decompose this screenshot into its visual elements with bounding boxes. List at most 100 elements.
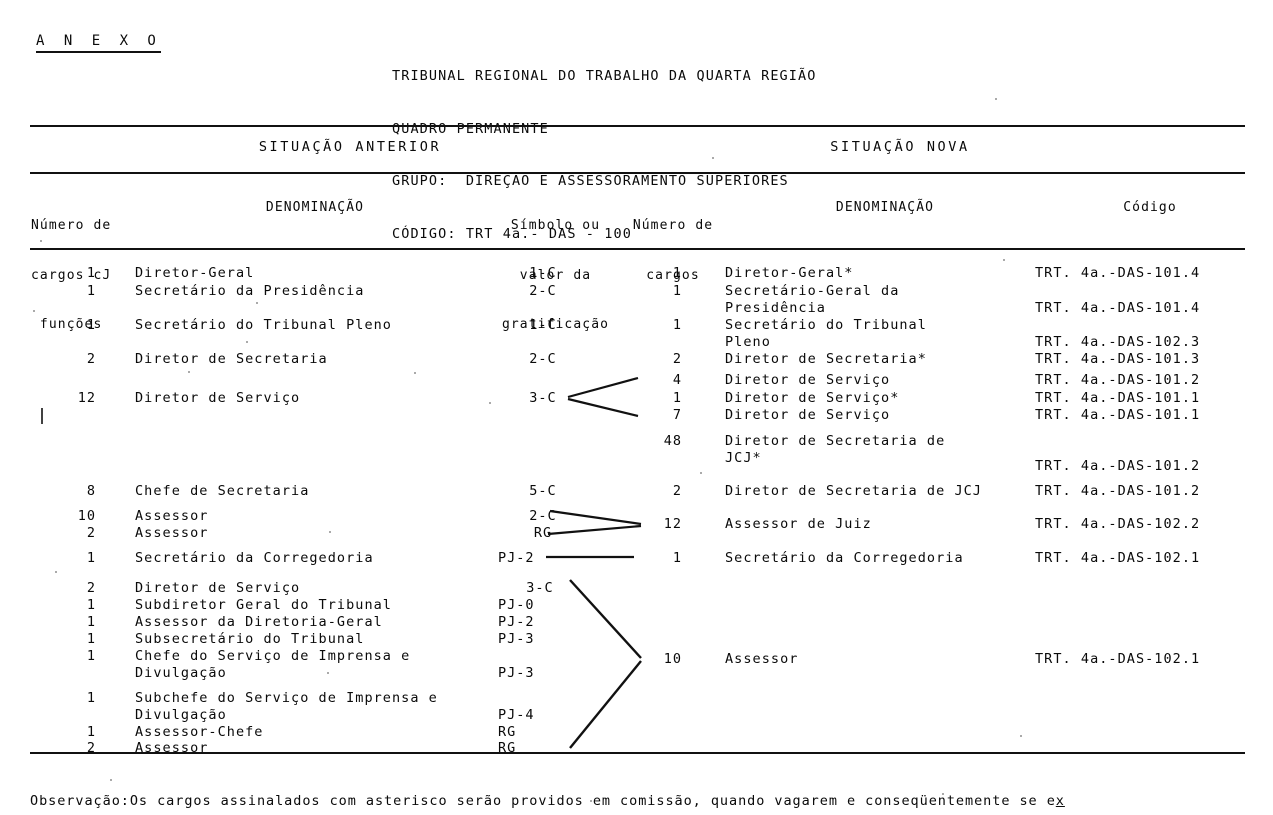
table-row-new-name: Diretor de Serviço [725, 372, 891, 388]
table-row-new-name: Secretário-Geral da [725, 283, 900, 299]
table-row-code: TRT. 4a.-DAS-102.2 [1035, 516, 1201, 532]
table-row-symbol: PJ-0 [498, 597, 535, 613]
table-row-new-count: 4 [672, 372, 682, 388]
rule-top [30, 125, 1245, 127]
scan-speck [1003, 259, 1005, 261]
table-row-old-name: Subchefe do Serviço de Imprensa e [135, 690, 438, 706]
table-row-old-count: 1 [86, 648, 96, 664]
scan-speck [55, 571, 57, 573]
document-title-block: TRIBUNAL REGIONAL DO TRABALHO DA QUARTA … [392, 33, 816, 278]
table-row-old-count: 1 [86, 283, 96, 299]
title-line-3: GRUPO: DIREÇÃO E ASSESSORAMENTO SUPERIOR… [392, 173, 789, 189]
table-row-new-name: Secretário da Corregedoria [725, 550, 964, 566]
colhead-new-count-line2: cargos [646, 267, 700, 283]
scan-speck [188, 371, 190, 373]
table-row-old-count: 1 [86, 724, 96, 740]
table-row-new-name: Diretor-Geral* [725, 265, 854, 281]
colhead-old-count-line3: funções [31, 317, 103, 332]
table-row-code: TRT. 4a.-DAS-101.2 [1035, 483, 1201, 499]
table-row-symbol: RG [498, 740, 517, 756]
table-row-new-count: 1 [672, 265, 682, 281]
rule-bottom [30, 752, 1245, 754]
table-row-old-name: Chefe de Secretaria [135, 483, 310, 499]
table-row-old-name: Chefe do Serviço de Imprensa e [135, 648, 411, 664]
table-row-old-count: 2 [86, 580, 96, 596]
table-row-old-count: 2 [86, 525, 96, 541]
table-row-code: TRT. 4a.-DAS-101.2 [1035, 458, 1201, 474]
table-row-old-count: 1 [86, 317, 96, 333]
table-row-new-count: 12 [663, 516, 682, 532]
table-row-code: TRT. 4a.-DAS-101.3 [1035, 351, 1201, 367]
table-row-new-count: 2 [672, 351, 682, 367]
scan-speck [1020, 735, 1022, 737]
table-row-symbol: 3-C [526, 580, 554, 596]
table-row-symbol: RG [498, 724, 517, 740]
scan-speck [329, 531, 331, 533]
table-row-new-name-cont: Pleno [725, 334, 771, 350]
connector-assessor-group-merge [569, 660, 642, 749]
colhead-simbolo-line1: Símbolo ou [510, 218, 601, 233]
colhead-old-count: Número de cargos cJ funções [31, 185, 151, 367]
table-row-code: TRT. 4a.-DAS-101.1 [1035, 407, 1201, 423]
table-row-code: TRT. 4a.-DAS-101.2 [1035, 372, 1201, 388]
table-row-new-count: 48 [663, 433, 682, 449]
table-row-symbol: PJ-3 [498, 665, 535, 681]
table-row-symbol: 3-C [529, 390, 557, 406]
table-row-new-count: 7 [672, 407, 682, 423]
table-row-code: TRT. 4a.-DAS-102.1 [1035, 651, 1201, 667]
table-row-symbol: RG [533, 525, 553, 541]
colhead-new-count: Número de cargos [618, 185, 728, 317]
table-row-old-name: Diretor-Geral [135, 265, 255, 281]
table-row-new-name: Diretor de Serviço* [725, 390, 900, 406]
banner-situacao-anterior: SITUAÇÃO ANTERIOR [258, 139, 442, 155]
table-row-old-count: 1 [86, 265, 96, 281]
scan-speck [256, 302, 258, 304]
table-row-symbol: 1-C [529, 317, 557, 333]
table-row-new-name: Diretor de Serviço [725, 407, 891, 423]
table-row-old-name: Diretor de Secretaria [135, 351, 328, 367]
table-row-new-count: 10 [663, 651, 682, 667]
connector-assessor-group-merge [569, 579, 642, 659]
colhead-codigo: Código [1123, 200, 1177, 215]
table-row-new-count: 1 [672, 317, 682, 333]
table-row-old-count: 8 [86, 483, 96, 499]
table-row-old-name: Secretário da Presidência [135, 283, 365, 299]
table-row-old-name: Assessor [135, 740, 209, 756]
scan-speck [489, 402, 491, 404]
colhead-new-count-line1: Número de [632, 218, 714, 233]
table-row-old-count: 2 [86, 740, 96, 756]
observation-hyphen-break: x [1055, 793, 1065, 809]
scan-speck [33, 310, 35, 312]
scan-speck [110, 779, 112, 781]
scan-speck [40, 240, 42, 242]
table-row-old-count: 10 [77, 508, 96, 524]
table-row-old-name: Diretor de Serviço [135, 390, 301, 406]
table-row-old-name-cont: Divulgação [135, 707, 227, 723]
table-row-new-count: 1 [672, 390, 682, 406]
table-row-code: TRT. 4a.-DAS-101.4 [1035, 265, 1201, 281]
colhead-simbolo: Símbolo ou valor da gratificação [488, 185, 623, 367]
table-row-new-name: Assessor de Juiz [725, 516, 872, 532]
table-row-old-count: 1 [86, 690, 96, 706]
title-line-4: CÓDIGO: TRT 4a.- DAS - 100 [392, 225, 632, 242]
table-row-symbol: PJ-3 [498, 631, 535, 647]
table-row-symbol: PJ-2 [498, 614, 535, 630]
table-row-old-name: Secretário da Corregedoria [135, 550, 374, 566]
table-row-old-name: Assessor da Diretoria-Geral [135, 614, 383, 630]
colhead-new-denominacao: DENOMINAÇÃO [835, 200, 935, 215]
table-row-symbol: 5-C [529, 483, 557, 499]
title-line-1: TRIBUNAL REGIONAL DO TRABALHO DA QUARTA … [392, 68, 817, 84]
table-row-old-count: 1 [86, 550, 96, 566]
table-row-new-name-cont: Presidência [725, 300, 826, 316]
table-row-code: TRT. 4a.-DAS-101.4 [1035, 300, 1201, 316]
colhead-old-count-line1: Número de [31, 218, 112, 233]
scan-speck [995, 98, 997, 100]
table-row-new-name: Diretor de Secretaria de [725, 433, 946, 449]
table-row-new-name: Diretor de Secretaria de JCJ [725, 483, 982, 499]
anexo-heading: A N E X O [36, 33, 162, 53]
table-row-symbol: 2-C [529, 508, 557, 524]
table-row-old-count: 1 [86, 614, 96, 630]
colhead-simbolo-line3: gratificação [501, 317, 610, 332]
table-row-code: TRT. 4a.-DAS-102.1 [1035, 550, 1201, 566]
scan-speck [414, 372, 416, 374]
